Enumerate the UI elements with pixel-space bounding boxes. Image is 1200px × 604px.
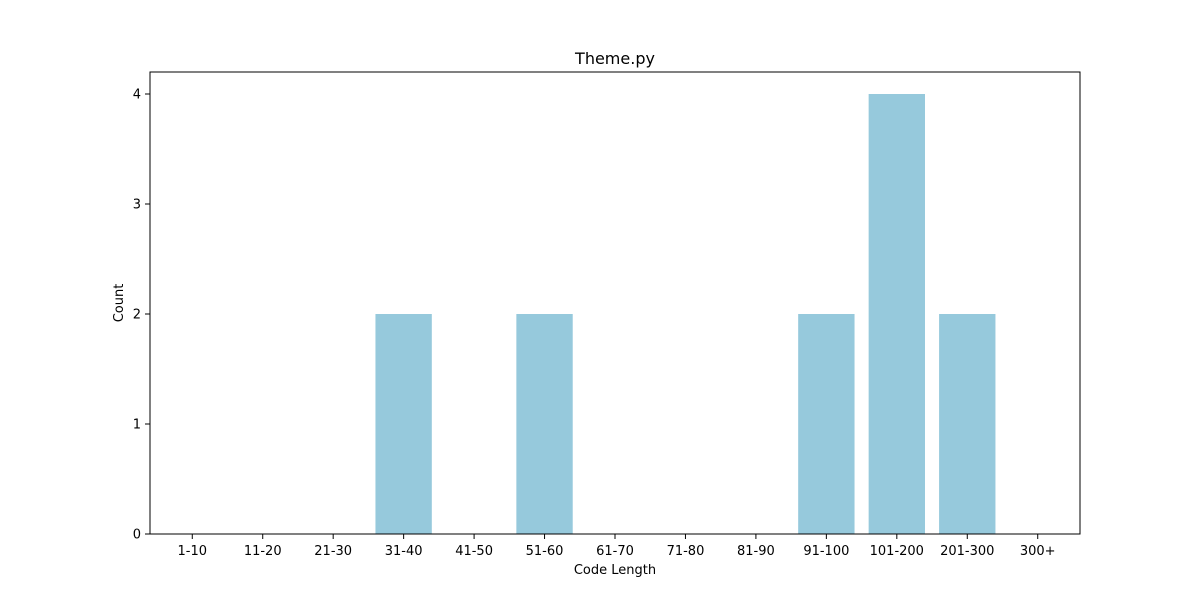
x-tick-label: 31-40 (385, 544, 423, 559)
bar-101-200 (868, 94, 925, 534)
y-axis-label: Count (112, 284, 127, 323)
x-tick-label: 41-50 (455, 544, 493, 559)
x-tick-label: 101-200 (870, 544, 924, 559)
bar-51-60 (516, 314, 573, 534)
y-tick-label: 4 (133, 88, 141, 103)
x-tick-label: 11-20 (244, 544, 282, 559)
x-tick-label: 51-60 (526, 544, 564, 559)
x-axis-label: Code Length (574, 563, 656, 578)
x-tick-label: 61-70 (596, 544, 634, 559)
y-axis-ticks: 0 1 2 3 4 (133, 88, 150, 543)
x-tick-label: 300+ (1020, 544, 1056, 559)
y-tick-label: 0 (133, 528, 141, 543)
chart-title: Theme.py (574, 49, 655, 68)
x-tick-label: 91-100 (803, 544, 849, 559)
y-tick-label: 1 (133, 418, 141, 433)
x-tick-label: 81-90 (737, 544, 775, 559)
bar-201-300 (939, 314, 996, 534)
x-tick-label: 21-30 (314, 544, 352, 559)
bar-31-40 (375, 314, 432, 534)
bar-91-100 (798, 314, 855, 534)
x-axis-ticks: 1-10 11-20 21-30 31-40 41-50 51-60 61-70 71-80 8… (178, 534, 1056, 559)
bars-group (375, 94, 996, 534)
x-tick-label: 71-80 (667, 544, 705, 559)
x-tick-label: 201-300 (940, 544, 994, 559)
y-tick-label: 3 (133, 198, 141, 213)
x-tick-label: 1-10 (178, 544, 208, 559)
y-tick-label: 2 (133, 308, 141, 323)
